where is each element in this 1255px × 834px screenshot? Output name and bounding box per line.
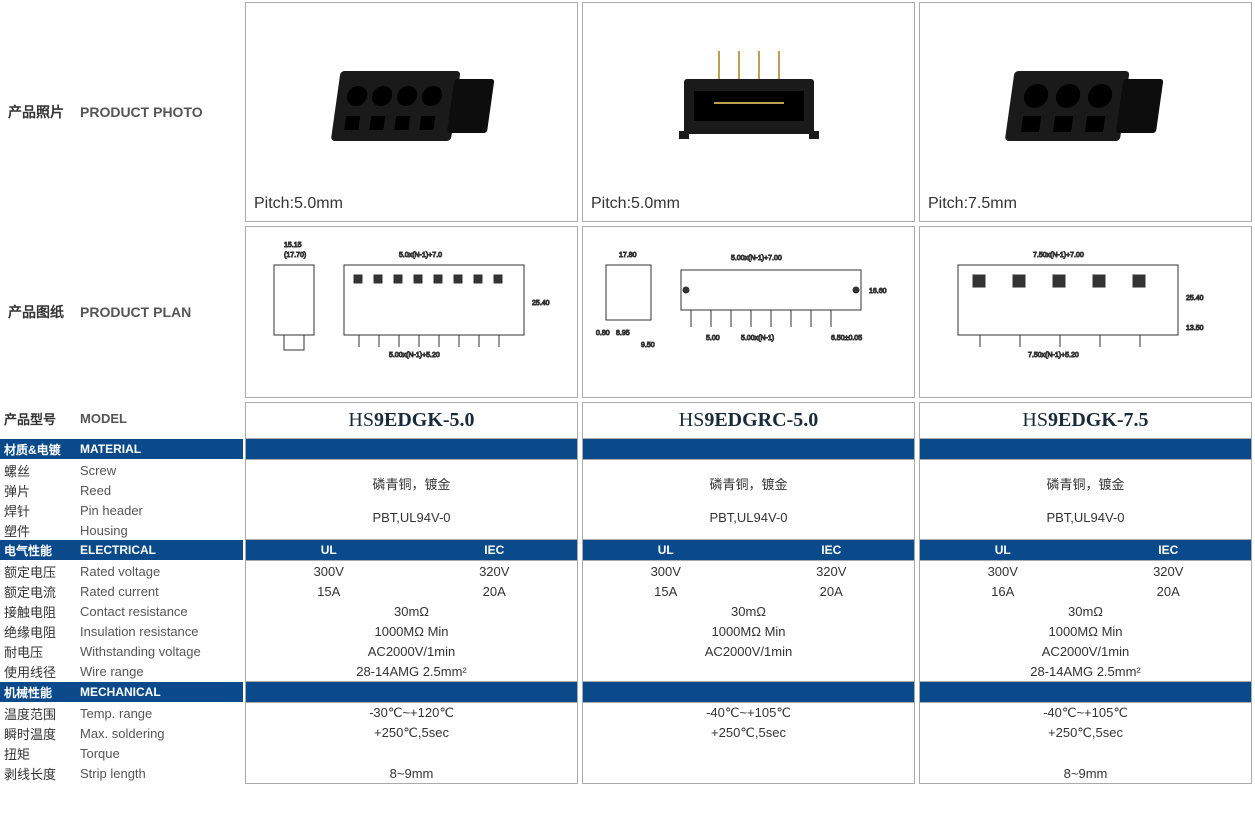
mechanical-vals-0: -30℃~+120℃ +250℃,5sec 8~9mm — [245, 703, 578, 784]
electrical-vals-2: 300V320V 16A20A 30mΩ 1000MΩ Min AC2000V/… — [919, 561, 1252, 682]
svg-text:7.50x(N-1)+7.00: 7.50x(N-1)+7.00 — [1033, 252, 1084, 259]
material-vals-1: 磷青铜，镀金 PBT,UL94V-0 — [582, 460, 915, 540]
uliec-2: ULIEC — [919, 540, 1252, 561]
svg-text:5.00: 5.00 — [706, 335, 720, 342]
material-labels: 螺丝Screw 弹片Reed 焊针Pin header 塑件Housing — [0, 460, 243, 540]
label-product-plan: 产品图纸 PRODUCT PLAN — [0, 224, 243, 400]
pitch-2: Pitch:7.5mm — [928, 191, 1243, 213]
svg-text:25.40: 25.40 — [1186, 295, 1204, 302]
svg-text:25.40: 25.40 — [532, 300, 550, 307]
model-2: HS9EDGK-7.5 — [919, 402, 1252, 439]
pitch-1: Pitch:5.0mm — [591, 191, 906, 213]
svg-text:17.80: 17.80 — [619, 252, 637, 259]
material-vals-2: 磷青铜，镀金 PBT,UL94V-0 — [919, 460, 1252, 540]
model-1: HS9EDGRC-5.0 — [582, 402, 915, 439]
mech-header-2 — [919, 682, 1252, 703]
photo-cell-1: Pitch:5.0mm — [582, 2, 915, 222]
label-photo-en: PRODUCT PHOTO — [80, 104, 203, 120]
material-header-0 — [245, 439, 578, 460]
mech-header-0 — [245, 682, 578, 703]
svg-text:9.50: 9.50 — [641, 342, 655, 349]
mechanical-labels: 温度范围Temp. range 瞬时温度Max. soldering 扭矩Tor… — [0, 703, 243, 784]
product-photo-2 — [928, 11, 1243, 191]
plan-cell-2: 7.50x(N-1)+7.00 7.50x(N-1)+5.20 25.40 13… — [919, 226, 1252, 398]
photo-cell-0: Pitch:5.0mm — [245, 2, 578, 222]
svg-text:16.60: 16.60 — [869, 288, 887, 295]
plan-drawing-2: 7.50x(N-1)+7.00 7.50x(N-1)+5.20 25.40 13… — [928, 235, 1228, 365]
mechanical-vals-2: -40℃~+105℃ +250℃,5sec 8~9mm — [919, 703, 1252, 784]
material-header-1 — [582, 439, 915, 460]
svg-text:5.0x(N-1)+7.0: 5.0x(N-1)+7.0 — [399, 252, 442, 259]
model-0: HS9EDGK-5.0 — [245, 402, 578, 439]
label-model-cn: 产品型号 — [0, 409, 80, 428]
svg-text:5.00x(N-1)+7.00: 5.00x(N-1)+7.00 — [731, 255, 782, 262]
svg-text:(17.70): (17.70) — [284, 252, 306, 259]
product-photo-1 — [591, 11, 906, 191]
svg-text:5.00x(N-1)+5.20: 5.00x(N-1)+5.20 — [389, 352, 440, 359]
plan-drawing-0: (17.70) 15.15 5.0x(N-1)+7.0 5.00x(N-1)+5… — [254, 235, 554, 365]
material-vals-0: 磷青铜，镀金 PBT,UL94V-0 — [245, 460, 578, 540]
uliec-1: ULIEC — [582, 540, 915, 561]
plan-cell-0: (17.70) 15.15 5.0x(N-1)+7.0 5.00x(N-1)+5… — [245, 226, 578, 398]
svg-text:6.50±0.05: 6.50±0.05 — [831, 335, 862, 342]
svg-text:7.50x(N-1)+5.20: 7.50x(N-1)+5.20 — [1028, 352, 1079, 359]
plan-cell-1: 17.80 0.80 8.95 9.50 5.00x(N-1)+7.00 5.0… — [582, 226, 915, 398]
svg-text:0.80: 0.80 — [596, 330, 610, 337]
electrical-vals-0: 300V320V 15A20A 30mΩ 1000MΩ Min AC2000V/… — [245, 561, 578, 682]
electrical-vals-1: 300V320V 15A20A 30mΩ 1000MΩ Min AC2000V/… — [582, 561, 915, 682]
material-header-2 — [919, 439, 1252, 460]
photo-cell-2: Pitch:7.5mm — [919, 2, 1252, 222]
electrical-labels: 额定电压Rated voltage 额定电流Rated current 接触电阻… — [0, 561, 243, 682]
label-model: 产品型号 MODEL — [0, 400, 243, 436]
label-photo-cn: 产品照片 — [8, 102, 80, 122]
mech-header-1 — [582, 682, 915, 703]
section-mechanical: 机械性能 MECHANICAL — [0, 682, 243, 702]
uliec-0: ULIEC — [245, 540, 578, 561]
section-material: 材质&电镀 MATERIAL — [0, 439, 243, 459]
product-photo-0 — [254, 11, 569, 191]
label-plan-cn: 产品图纸 — [8, 302, 80, 322]
mechanical-vals-1: -40℃~+105℃ +250℃,5sec — [582, 703, 915, 784]
label-product-photo: 产品照片 PRODUCT PHOTO — [0, 0, 243, 224]
section-electrical: 电气性能 ELECTRICAL — [0, 540, 243, 560]
svg-text:8.95: 8.95 — [616, 330, 630, 337]
svg-text:13.50: 13.50 — [1186, 325, 1204, 332]
pitch-0: Pitch:5.0mm — [254, 191, 569, 213]
svg-text:15.15: 15.15 — [284, 242, 302, 249]
plan-drawing-1: 17.80 0.80 8.95 9.50 5.00x(N-1)+7.00 5.0… — [591, 235, 891, 365]
svg-text:5.00x(N-1): 5.00x(N-1) — [741, 335, 774, 342]
label-plan-en: PRODUCT PLAN — [80, 304, 191, 320]
label-model-en: MODEL — [80, 411, 127, 426]
